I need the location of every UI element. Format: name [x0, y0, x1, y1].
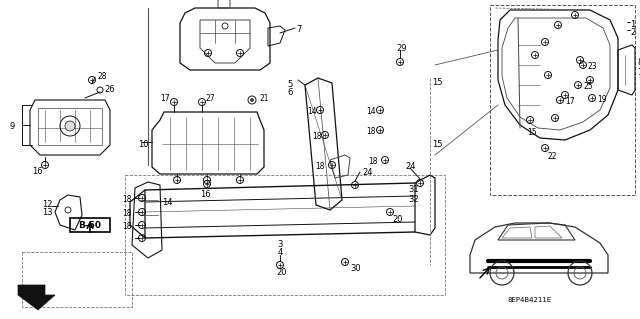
Bar	[125, 175, 445, 295]
Text: 21: 21	[260, 94, 269, 103]
Circle shape	[250, 99, 253, 101]
Text: 32: 32	[408, 195, 419, 204]
Text: 24: 24	[405, 162, 415, 171]
Text: 16: 16	[32, 167, 43, 176]
Circle shape	[65, 121, 75, 131]
Bar	[22, 252, 132, 307]
Polygon shape	[18, 285, 55, 310]
Text: 14: 14	[162, 198, 173, 207]
Text: 14: 14	[307, 107, 317, 116]
Text: 20: 20	[392, 215, 403, 224]
Text: 15: 15	[527, 128, 536, 137]
Text: 15: 15	[432, 140, 442, 149]
Text: 5: 5	[288, 80, 293, 89]
Bar	[490, 5, 635, 195]
Text: 15: 15	[432, 78, 442, 87]
Text: 16: 16	[200, 190, 211, 199]
Text: 24: 24	[362, 168, 372, 177]
Text: 28: 28	[97, 72, 106, 81]
Text: 18: 18	[366, 127, 376, 136]
Text: 13: 13	[42, 208, 52, 217]
Text: 17: 17	[565, 97, 575, 106]
Text: B-50: B-50	[79, 220, 102, 229]
Text: 19: 19	[597, 95, 607, 104]
Text: 1: 1	[630, 20, 636, 29]
Text: 10: 10	[138, 140, 148, 149]
Text: 18: 18	[315, 162, 324, 171]
Text: 2: 2	[630, 28, 636, 37]
Text: 4: 4	[277, 248, 283, 257]
Text: 18: 18	[122, 209, 131, 218]
Text: 8EP4B4211E: 8EP4B4211E	[508, 297, 552, 303]
Text: 18: 18	[122, 195, 131, 204]
Text: 31: 31	[408, 185, 419, 194]
Text: 18: 18	[122, 222, 131, 231]
Text: 14: 14	[366, 107, 376, 116]
Text: 20: 20	[276, 268, 287, 277]
Text: 18: 18	[312, 132, 321, 141]
Text: 8: 8	[637, 58, 640, 67]
Text: 25: 25	[583, 82, 593, 91]
Text: 9: 9	[10, 122, 15, 131]
Text: 7: 7	[296, 25, 301, 34]
Text: 11: 11	[637, 68, 640, 77]
Text: 22: 22	[548, 152, 557, 161]
Bar	[70, 218, 110, 232]
Text: 23: 23	[588, 62, 598, 71]
Text: 27: 27	[206, 94, 216, 103]
Text: FR.: FR.	[24, 286, 38, 295]
Text: 17: 17	[160, 94, 170, 103]
Text: 26: 26	[104, 85, 115, 94]
Text: 12: 12	[42, 200, 52, 209]
Text: 3: 3	[277, 240, 283, 249]
Text: 30: 30	[350, 264, 360, 273]
Text: 29: 29	[396, 44, 406, 53]
Text: 18: 18	[368, 157, 378, 166]
Text: 6: 6	[287, 88, 293, 97]
